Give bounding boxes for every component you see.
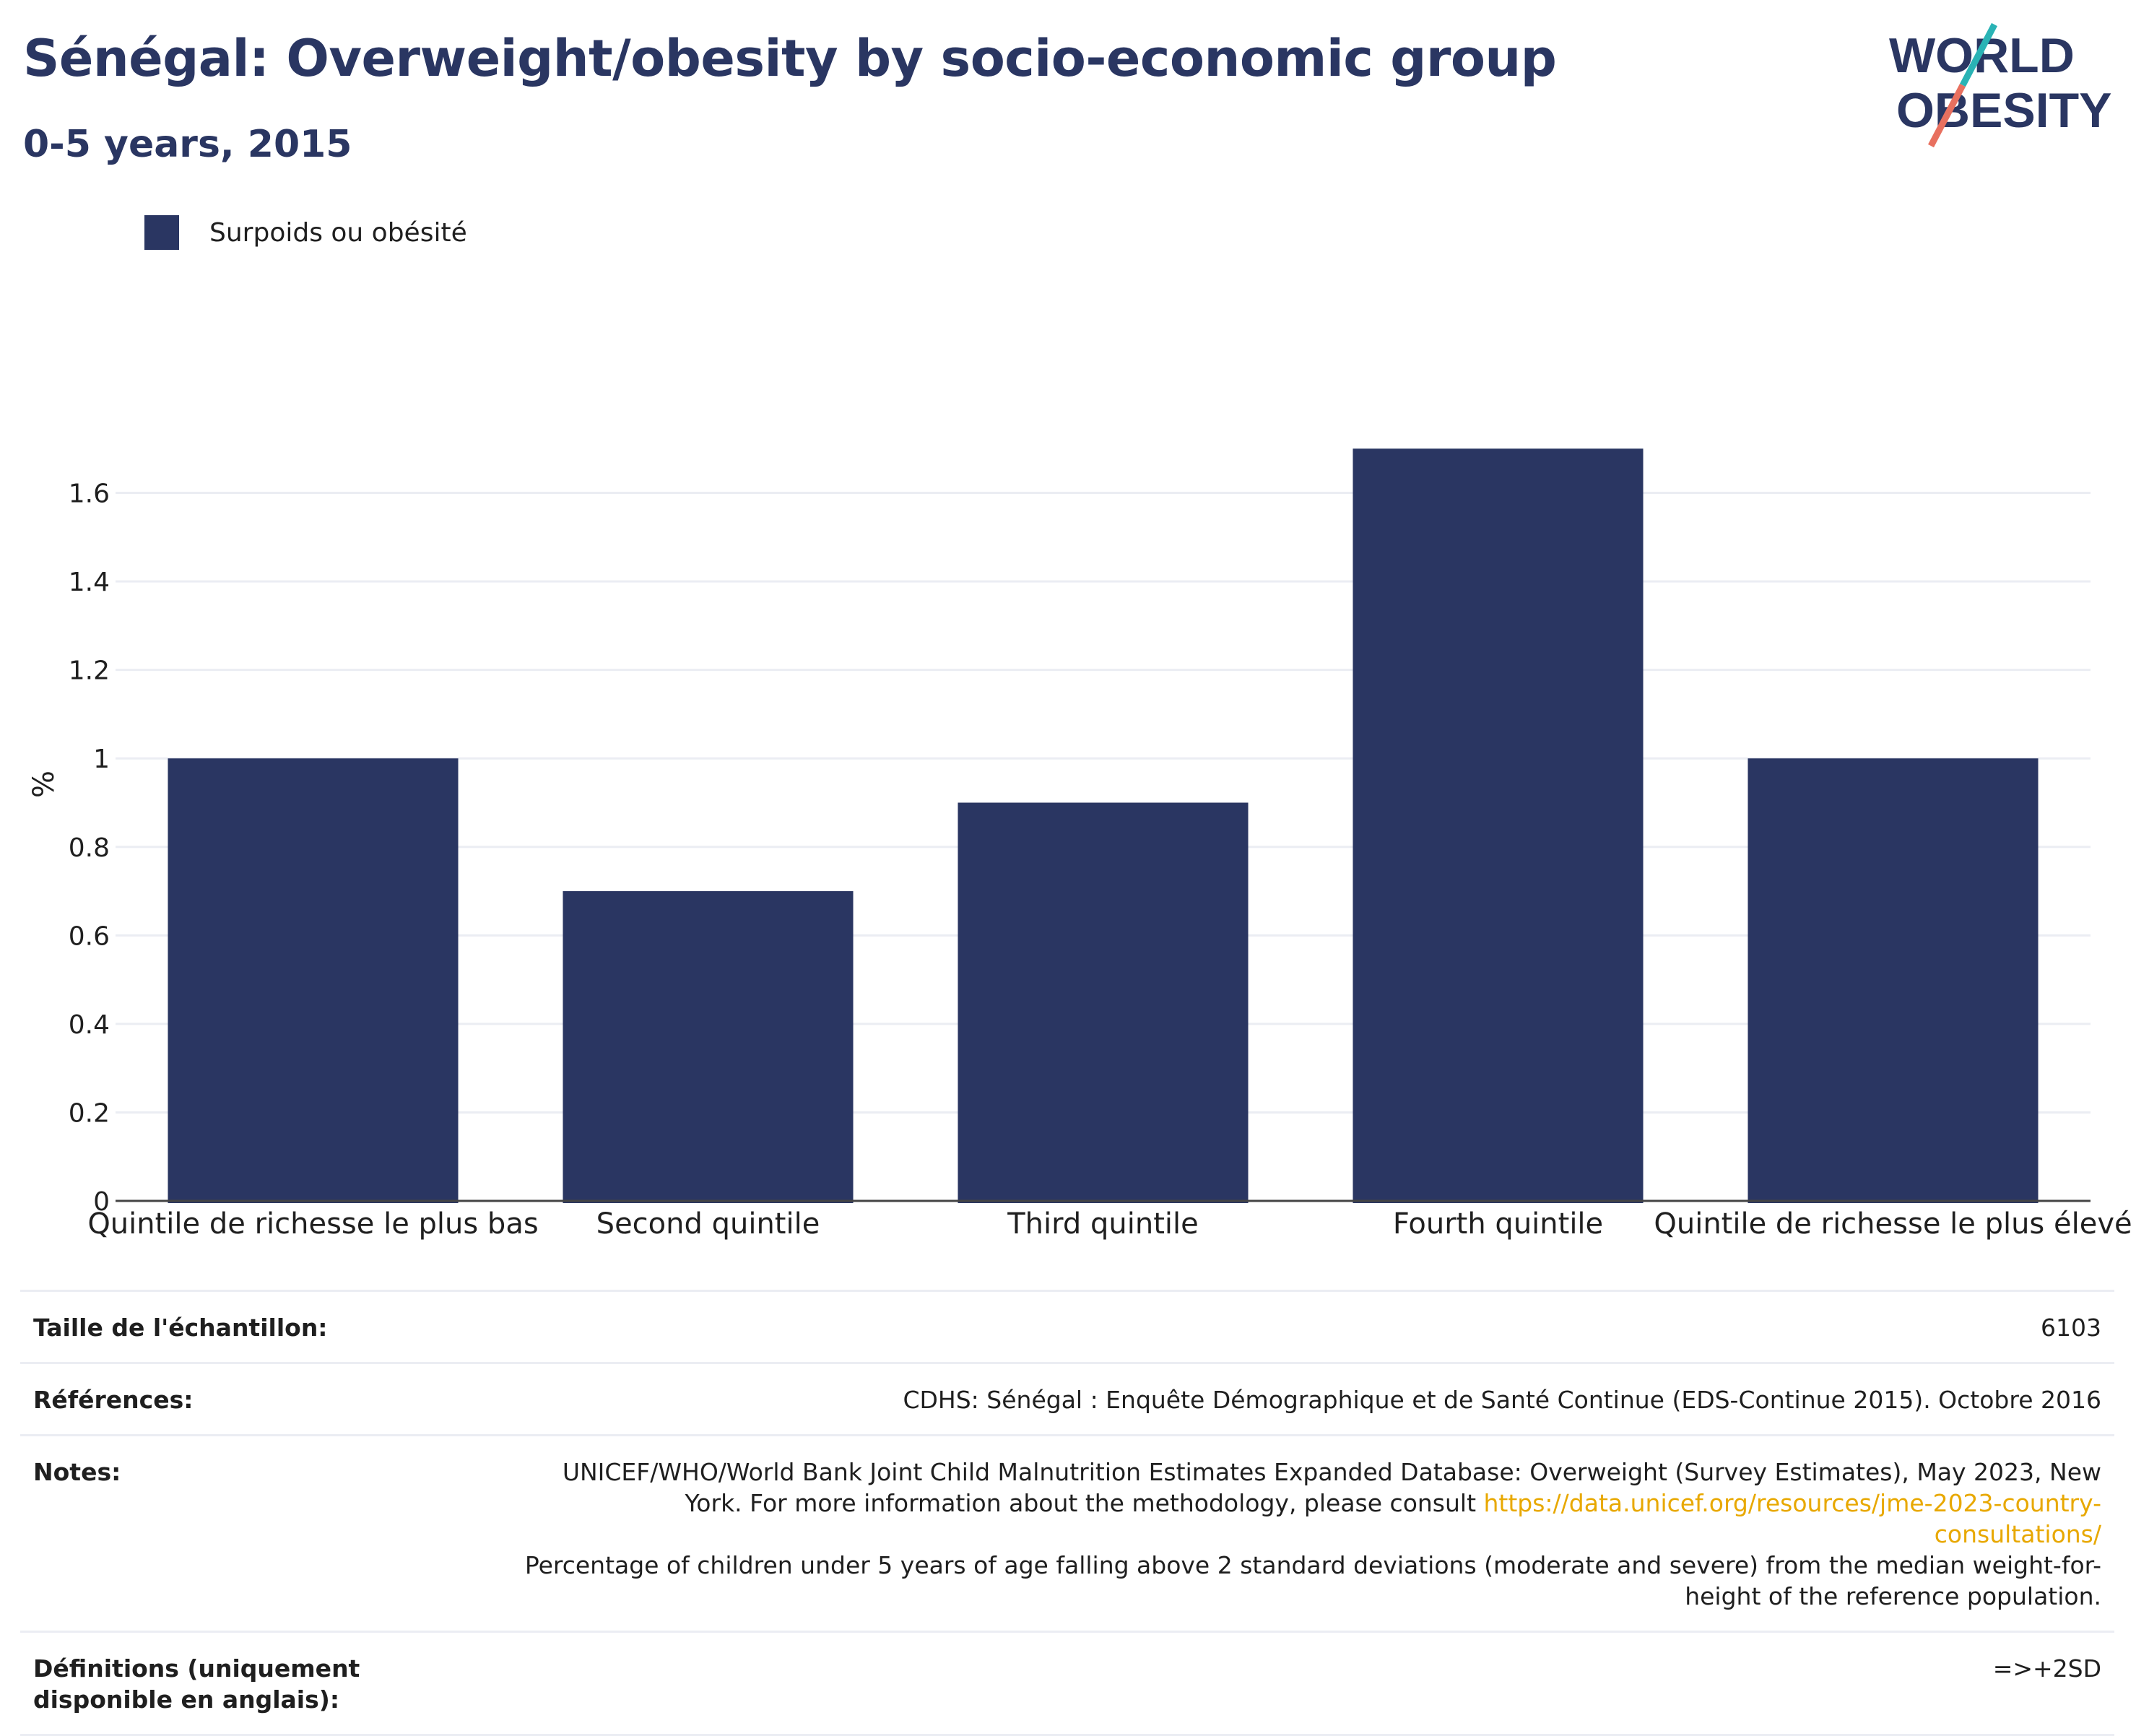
- axes: 0 0.2 0.4 0.6 0.8 1 1.2 1.4 1.6 Quintile de riche…: [69, 479, 2132, 1241]
- definitions-row: Définitions (uniquement disponible en an…: [20, 1631, 2114, 1736]
- y-axis-label: %: [27, 771, 61, 798]
- legend: Surpoids ou obésité: [144, 215, 467, 250]
- definitions-label: Définitions (uniquement disponible en an…: [33, 1654, 360, 1714]
- chart-subtitle: 0-5 years, 2015: [23, 123, 352, 166]
- references-label: Références:: [33, 1386, 194, 1414]
- bar: [1748, 758, 2039, 1203]
- legend-label: Surpoids ou obésité: [209, 217, 467, 248]
- references-value: CDHS: Sénégal : Enquête Démographique et…: [903, 1386, 2101, 1414]
- definitions-value: =>+2SD: [1992, 1654, 2101, 1683]
- notes-line-3: Percentage of children under 5 years of …: [524, 1551, 2101, 1579]
- x-tick-label: Quintile de richesse le plus élevé: [1654, 1207, 2132, 1241]
- legend-swatch: [144, 215, 179, 250]
- notes-row: Notes: UNICEF/WHO/World Bank Joint Child…: [20, 1434, 2114, 1631]
- bar: [1353, 448, 1644, 1203]
- notes-value: UNICEF/WHO/World Bank Joint Child Malnut…: [524, 1457, 2101, 1612]
- methodology-link[interactable]: https://data.unicef.org/resources/jme-20…: [1483, 1489, 2102, 1548]
- chart-title: Sénégal: Overweight/obesity by socio-eco…: [23, 29, 1557, 88]
- y-tick-label: 1: [93, 745, 110, 774]
- notes-line-1: UNICEF/WHO/World Bank Joint Child Malnut…: [562, 1458, 2101, 1486]
- logo-text-obesity: OBESITY: [1896, 83, 2112, 138]
- logo-slash-teal: [1960, 22, 1997, 87]
- bar: [563, 891, 854, 1203]
- y-tick-label: 0: [93, 1187, 110, 1217]
- notes-label: Notes:: [33, 1458, 121, 1486]
- y-tick-label: 1.4: [69, 568, 110, 597]
- x-tick-label: Third quintile: [1007, 1207, 1198, 1241]
- bar-chart: 0 0.2 0.4 0.6 0.8 1 1.2 1.4 1.6 Quintile de riche…: [27, 448, 2132, 1241]
- bar: [958, 802, 1249, 1203]
- y-tick-label: 1.6: [69, 479, 110, 509]
- bar: [168, 758, 459, 1203]
- sample-size-label: Taille de l'échantillon:: [33, 1314, 328, 1342]
- notes-line-2: York. For more information about the met…: [685, 1489, 1484, 1517]
- info-table: Taille de l'échantillon: 6103 Références…: [20, 1290, 2114, 1736]
- world-obesity-logo: WORLD OBESITY: [1889, 22, 2112, 148]
- sample-size-row: Taille de l'échantillon: 6103: [20, 1290, 2114, 1362]
- y-tick-label: 0.8: [69, 833, 110, 863]
- bars: [168, 448, 2039, 1203]
- y-tick-label: 0.4: [69, 1010, 110, 1040]
- x-tick-label: Second quintile: [596, 1207, 820, 1241]
- notes-line-4: height of the reference population.: [1685, 1582, 2101, 1610]
- references-row: Références: CDHS: Sénégal : Enquête Démo…: [20, 1362, 2114, 1434]
- x-tick-label: Fourth quintile: [1393, 1207, 1603, 1241]
- logo-slash-coral: [1928, 83, 1966, 148]
- y-tick-label: 1.2: [69, 656, 110, 686]
- y-tick-label: 0.6: [69, 921, 110, 951]
- y-tick-label: 0.2: [69, 1098, 110, 1128]
- sample-size-value: 6103: [2041, 1314, 2101, 1342]
- x-tick-label: Quintile de richesse le plus bas: [87, 1207, 538, 1241]
